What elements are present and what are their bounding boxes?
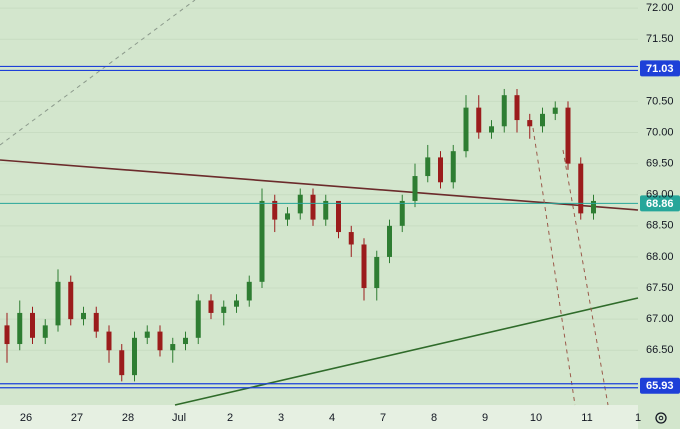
candle-body: [234, 300, 239, 307]
x-tick-label: 9: [482, 412, 488, 424]
dashed-projection: [0, 0, 196, 146]
candle-body: [336, 200, 341, 233]
candle-body: [578, 163, 584, 214]
x-tick-label: 11: [581, 412, 592, 424]
candle-body: [591, 200, 596, 214]
candle-body: [132, 337, 137, 376]
candle-body: [501, 95, 507, 127]
x-tick-label: Jul: [172, 412, 186, 424]
settings-icon[interactable]: [655, 412, 667, 424]
x-tick-label: 7: [380, 412, 386, 424]
candle-body: [93, 312, 99, 332]
y-tick-label: 72.00: [646, 2, 674, 14]
y-tick-label: 70.00: [646, 126, 674, 138]
candle-body: [55, 281, 61, 326]
price-level-label: 65.93: [646, 380, 674, 392]
y-tick-label: 69.00: [646, 189, 674, 201]
x-tick-label: 2: [227, 412, 233, 424]
candle-body: [81, 312, 86, 320]
candle-body: [425, 157, 431, 177]
price-levels: 71.03 68.86 65.93: [0, 60, 680, 394]
candle-body: [565, 107, 571, 164]
candle-body: [540, 113, 545, 127]
candle-body: [208, 300, 214, 313]
price-level-badge: [640, 377, 680, 394]
candle-body: [157, 331, 163, 351]
candle-body: [310, 194, 316, 220]
y-tick-label: 70.50: [646, 95, 674, 107]
x-tick-label: 1: [635, 412, 641, 424]
y-tick-label: 68.00: [646, 251, 674, 263]
y-tick-label: 71.50: [646, 33, 674, 45]
dashed-projection: [562, 149, 609, 406]
candle-body: [30, 312, 35, 338]
candle-body: [17, 312, 23, 345]
candle-body: [119, 350, 125, 376]
price-level-badge: [640, 195, 680, 212]
axes: 66.50 67.00 67.50 68.00 68.50 69.00 69.50 70.00…: [20, 2, 674, 424]
candle-body: [195, 300, 201, 338]
x-tick-label: 3: [278, 412, 284, 424]
candle-body: [552, 107, 558, 114]
candle-body: [183, 337, 188, 345]
candle-body: [221, 306, 227, 313]
candle-body: [106, 331, 112, 351]
y-tick-label: 68.50: [646, 220, 674, 232]
candle-body: [412, 176, 418, 201]
time-axis-background: [0, 405, 638, 429]
x-tick-label: 26: [20, 412, 32, 424]
candle-body: [246, 281, 252, 301]
candle-body: [374, 256, 380, 289]
x-tick-label: 27: [71, 412, 83, 424]
candle-body: [514, 95, 520, 121]
candle-body: [68, 281, 74, 320]
candle-body: [450, 151, 456, 183]
candle-body: [323, 200, 329, 220]
candle-body: [285, 213, 290, 220]
candle-body: [463, 107, 469, 152]
candle-body: [399, 200, 405, 226]
resistance-trendline: [0, 159, 639, 211]
x-tick-label: 8: [431, 412, 437, 424]
x-tick-label: 10: [530, 412, 542, 424]
candle-body: [144, 331, 150, 338]
candle-body: [4, 325, 10, 345]
candle-body: [259, 200, 265, 282]
candle-body: [387, 225, 392, 257]
candle-body: [489, 126, 494, 133]
price-level-badge: [640, 60, 680, 77]
candle-body: [361, 244, 367, 289]
candles: [4, 88, 596, 382]
y-tick-label: 67.50: [646, 282, 674, 294]
y-tick-label: 67.00: [646, 313, 674, 325]
candle-body: [42, 325, 48, 338]
y-tick-label: 69.50: [646, 158, 674, 170]
price-level-label: 68.86: [646, 198, 674, 210]
candle-body: [297, 194, 303, 214]
grid: [0, 7, 638, 351]
candle-body: [170, 344, 176, 351]
price-level-label: 71.03: [646, 63, 674, 75]
x-tick-label: 28: [122, 412, 134, 424]
candle-body: [476, 107, 482, 133]
candle-body: [527, 120, 533, 127]
candle-body: [272, 200, 278, 220]
candle-body: [438, 157, 443, 183]
dashed-projection: [532, 127, 576, 406]
y-tick-label: 66.50: [646, 344, 674, 356]
x-tick-label: 4: [329, 412, 335, 424]
candle-body: [348, 232, 354, 245]
